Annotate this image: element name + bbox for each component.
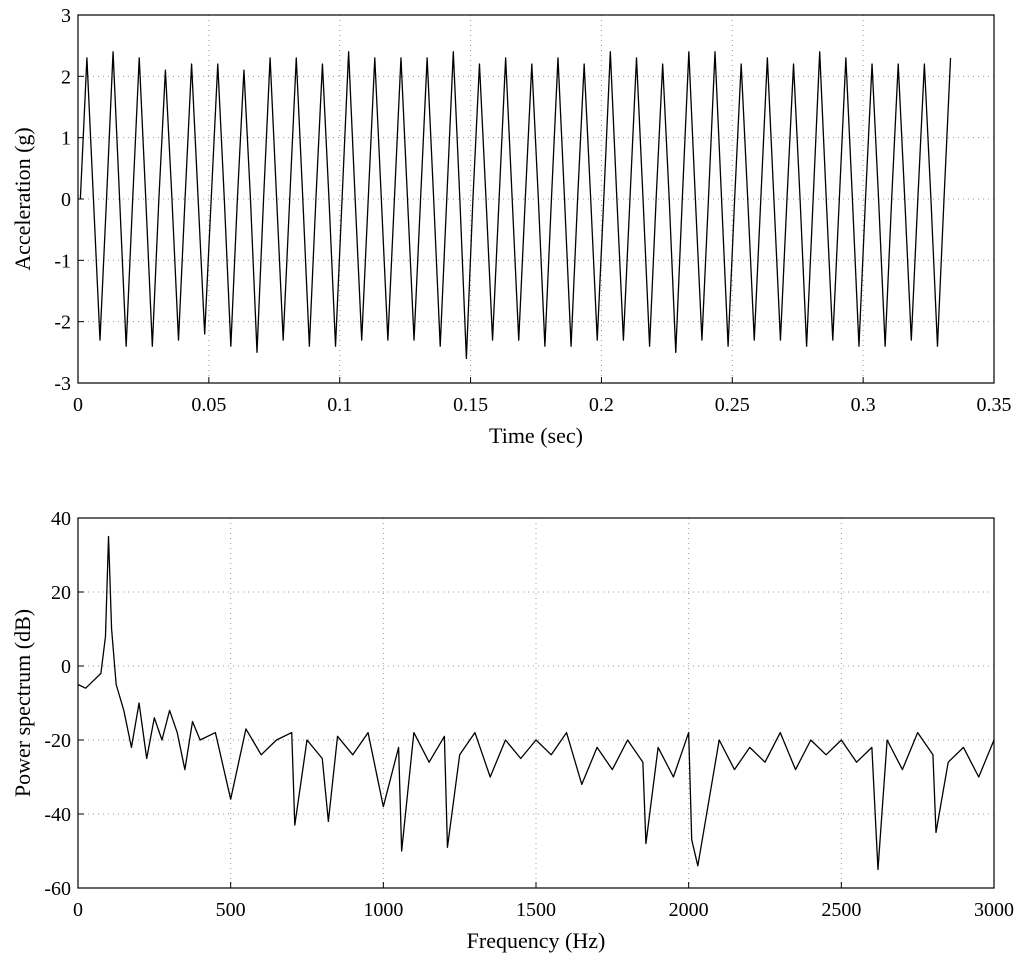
- x-tick-label: 0.2: [589, 394, 614, 416]
- x-tick-label: 0: [73, 899, 83, 921]
- x-tick-label: 2000: [669, 899, 709, 921]
- x-tick-label: 0.25: [715, 394, 750, 416]
- y-tick-label: 0: [61, 189, 71, 211]
- y-tick-label: 2: [61, 66, 71, 88]
- x-tick-label: 0.3: [851, 394, 876, 416]
- y-tick-label: -20: [44, 730, 71, 752]
- y-tick-label: -1: [54, 250, 71, 272]
- x-tick-label: 0.35: [977, 394, 1012, 416]
- x-tick-label: 500: [216, 899, 246, 921]
- y-tick-label: 3: [61, 5, 71, 27]
- x-tick-label: 0.15: [453, 394, 488, 416]
- y-axis-label: Power spectrum (dB): [10, 609, 35, 797]
- y-tick-label: 0: [61, 656, 71, 678]
- y-tick-label: -60: [44, 878, 71, 900]
- signal-line: [77, 535, 995, 871]
- y-tick-label: -2: [54, 312, 71, 334]
- x-axis-label: Frequency (Hz): [467, 928, 606, 953]
- y-tick-label: 20: [51, 582, 71, 604]
- x-tick-label: 3000: [974, 899, 1014, 921]
- x-tick-label: 0.05: [191, 394, 226, 416]
- plot-frame: [77, 517, 995, 889]
- plot-frame: [77, 14, 995, 384]
- signal-line: [79, 51, 952, 360]
- y-tick-label: -3: [54, 373, 71, 395]
- y-tick-label: 40: [51, 508, 71, 530]
- x-tick-label: 0: [73, 394, 83, 416]
- y-tick-label: -40: [44, 804, 71, 826]
- y-axis-label: Acceleration (g): [10, 127, 35, 271]
- x-tick-label: 1500: [516, 899, 556, 921]
- y-tick-label: 1: [61, 128, 71, 150]
- x-tick-label: 1000: [363, 899, 403, 921]
- x-axis-label: Time (sec): [489, 423, 583, 448]
- x-tick-label: 0.1: [327, 394, 352, 416]
- x-tick-label: 2500: [821, 899, 861, 921]
